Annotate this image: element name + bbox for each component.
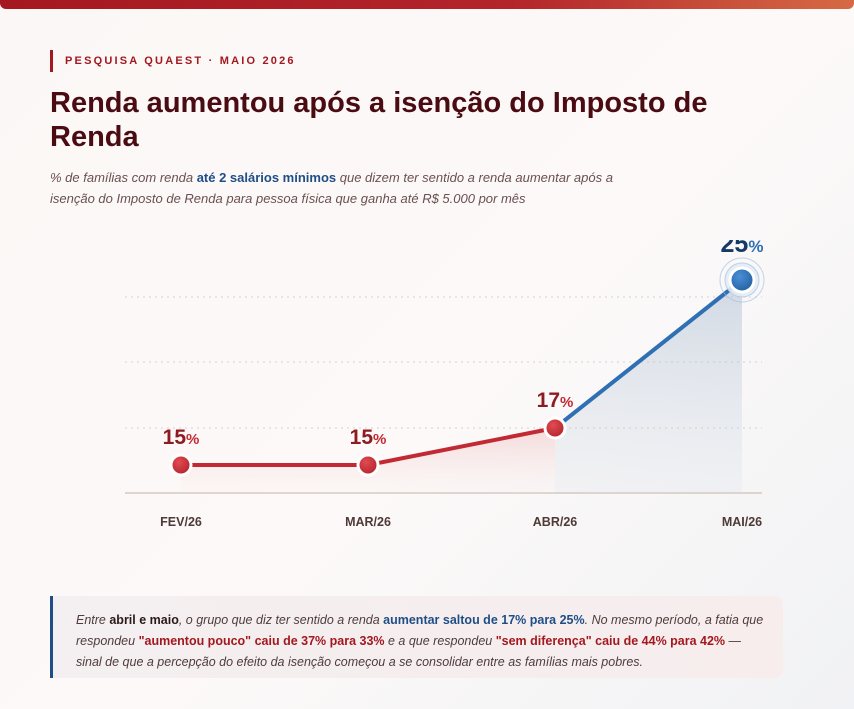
- data-point-mar-26: [356, 453, 380, 477]
- callout-text-4: e a que respondeu: [384, 634, 496, 648]
- callout-highlight-increase: aumentar saltou de 17% para 25%: [383, 613, 585, 627]
- area-fill-red: [181, 428, 555, 493]
- callout-highlight-nodiff: "sem diferença" caiu de 44% para 42%: [495, 634, 726, 648]
- highlight-ring-outer: [719, 257, 765, 303]
- series-line-blue: [553, 278, 744, 430]
- top-accent-bar: [0, 0, 854, 9]
- callout-text-1: Entre: [76, 613, 110, 627]
- callout-text-2: , o grupo que diz ter sentido a renda: [178, 613, 384, 627]
- callout-text-3: . No mesmo período, a fatia que responde…: [76, 613, 764, 648]
- x-tick-label: FEV/26: [160, 515, 202, 529]
- x-tick-label: MAI/26: [722, 515, 762, 529]
- line-chart: 15% 15% 17% 25% FEV/26 MAR/26 ABR/26 MAI/26: [125, 240, 765, 529]
- data-point-abr-26: [543, 416, 567, 440]
- data-point-mai-26: [728, 266, 756, 294]
- callout-period: abril e maio: [109, 613, 179, 627]
- value-label: 25%: [721, 240, 764, 258]
- subtitle-text-start: % de famílias com renda: [50, 170, 197, 185]
- value-label: 15%: [350, 426, 387, 449]
- subtitle: % de famílias com renda até 2 salários m…: [50, 167, 650, 209]
- kicker-label: PESQUISA QUAEST · MAIO 2026: [50, 50, 296, 72]
- value-label: 17%: [537, 389, 574, 412]
- insight-callout: Entre abril e maio, o grupo que diz ter …: [50, 596, 783, 678]
- page-title: Renda aumentou após a isenção do Imposto…: [50, 87, 708, 153]
- data-point-fev-26: [169, 453, 193, 477]
- subtitle-text-end: que dizem ter sentido a renda aumentar a…: [50, 170, 613, 206]
- subtitle-highlight: até 2 salários mínimos: [196, 170, 337, 185]
- x-tick-label: ABR/26: [533, 515, 578, 529]
- area-fill-blue: [555, 280, 742, 493]
- callout-highlight-little: "aumentou pouco" caiu de 37% para 33%: [138, 634, 385, 648]
- value-label: 15%: [163, 426, 200, 449]
- callout-text-5: — sinal de que a percepção do efeito da …: [76, 634, 742, 669]
- x-tick-label: MAR/26: [345, 515, 391, 529]
